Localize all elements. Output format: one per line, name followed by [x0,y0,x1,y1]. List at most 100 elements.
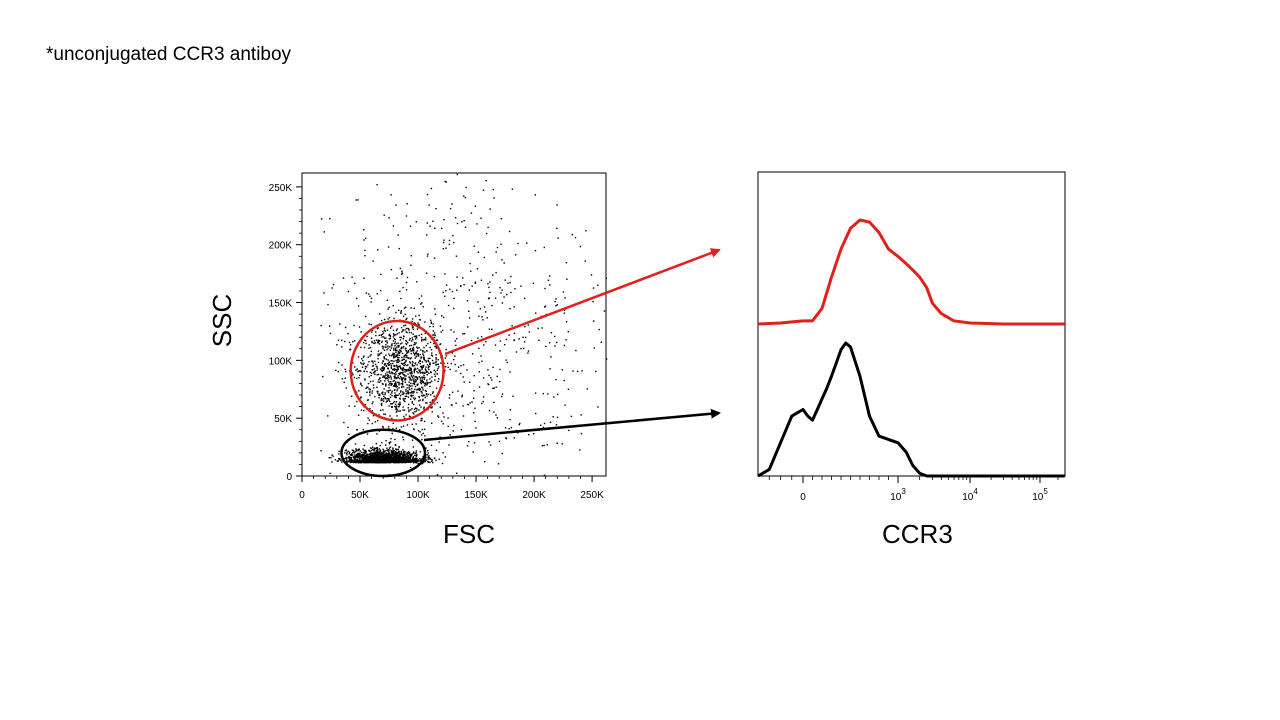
scatter-point [487,283,489,285]
scatter-point [436,474,439,476]
scatter-point [415,462,418,464]
scatter-point [406,424,409,426]
scatter-point [415,457,417,459]
scatter-point [413,350,415,352]
scatter-point [362,363,365,366]
scatter-point [442,241,445,244]
scatter-point [367,460,370,463]
scatter-point [370,457,372,459]
scatter-point [407,407,409,409]
scatter-point [390,455,392,457]
scatter-point [397,456,399,459]
scatter-point [404,313,406,315]
scatter-point [374,460,377,462]
scatter-point [381,341,383,344]
scatter-point [394,384,396,386]
scatter-point [398,345,400,347]
scatter-point [331,461,333,463]
scatter-point [386,349,388,351]
scatter-point [494,297,497,299]
scatter-point [398,384,400,386]
scatter-point [421,463,423,465]
scatter-point [413,371,415,374]
scatter-point [396,333,399,335]
scatter-point [367,382,370,385]
scatter-point [385,377,388,379]
scatter-point [574,236,577,239]
scatter-point [453,241,455,244]
scatter-point [403,368,405,370]
scatter-point [422,376,425,379]
scatter-point [497,463,500,465]
scatter-point [346,451,348,453]
scatter-point [411,371,413,373]
scatter-point [368,376,370,378]
scatter-point [405,318,407,321]
red-histogram-line [757,218,1065,326]
scatter-point [466,445,469,447]
scatter-point [452,235,454,237]
scatter-point [411,379,413,381]
scatter-point [369,453,371,456]
scatter-point [437,380,439,383]
scatter-point [359,456,361,458]
scatter-point [338,458,340,460]
scatter-point [355,391,358,393]
scatter-point [387,391,390,394]
scatter-point [388,461,390,463]
scatter-point [363,277,365,279]
scatter-point [382,383,384,385]
scatter-point [527,324,529,326]
scatter-point [398,458,401,460]
scatter-point [389,382,391,385]
scatter-point [405,327,408,330]
scatter-point [411,401,414,403]
scatter-point [448,397,451,399]
scatter-point [409,460,411,462]
scatter-point [344,449,347,452]
scatter-point [418,314,420,317]
scatter-point [350,457,352,459]
scatter-point [357,370,360,372]
scatter-point [449,288,451,291]
scatter-point [357,453,359,455]
scatter-point [442,316,445,319]
scatter-point [410,344,413,347]
scatter-point [385,452,387,454]
scatter-point [400,310,402,312]
scatter-point [434,403,436,405]
scatter-point [431,422,433,424]
scatter-point [393,458,396,460]
scatter-point [409,455,411,457]
scatter-point [543,422,546,425]
scatter-point [407,373,409,375]
scatter-point [396,381,399,384]
scatter-point [377,340,379,342]
scatter-point [365,366,368,368]
scatter-point [388,217,390,219]
scatter-point [377,350,380,352]
scatter-point [413,344,415,346]
scatter-point [358,459,361,462]
scatter-point [354,454,356,456]
scatter-point [404,306,407,308]
scatter-point [419,360,421,362]
scatter-point [423,382,425,384]
scatter-point [401,460,403,463]
scatter-point [338,458,341,461]
scatter-point [580,432,583,435]
scatter-point [390,367,393,369]
scatter-point [351,372,353,374]
scatter-point [424,368,427,370]
scatter-point [422,455,424,458]
scatter-point [413,341,416,344]
scatter-point [389,354,391,357]
scatter-point [394,394,397,396]
scatter-point [402,347,404,349]
scatter-point [369,407,371,410]
scatter-point [414,335,416,337]
scatter-point [429,346,431,349]
scatter-point [441,329,444,332]
scatter-point [391,354,394,356]
scatter-point [545,345,547,348]
